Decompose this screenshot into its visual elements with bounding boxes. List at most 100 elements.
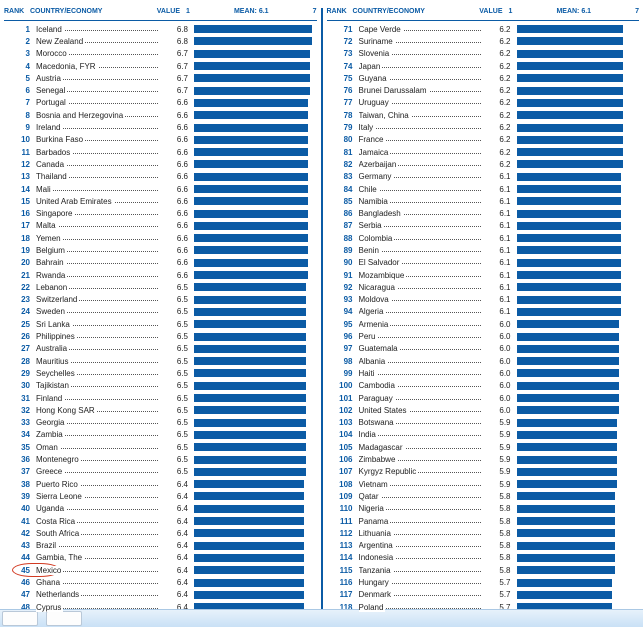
bar-fill <box>517 222 621 230</box>
taskbar-item[interactable] <box>46 611 82 626</box>
cell-bar <box>194 579 317 587</box>
bar-fill <box>517 173 621 181</box>
cell-rank: 112 <box>327 529 359 538</box>
bar-fill <box>194 173 308 181</box>
cell-rank: 87 <box>327 221 359 230</box>
cell-country: Vietnam <box>359 480 481 489</box>
table-row: 17Malta6.6 <box>4 220 317 232</box>
table-row: 82Azerbaijan6.2 <box>327 158 640 170</box>
cell-country: United States <box>359 406 481 415</box>
cell-value: 6.1 <box>481 221 517 230</box>
bar-fill <box>517 345 619 353</box>
axis-max: 7 <box>313 8 317 15</box>
cell-bar <box>517 554 640 562</box>
cell-value: 5.9 <box>481 443 517 452</box>
bar-fill <box>194 357 306 365</box>
cell-value: 6.4 <box>158 492 194 501</box>
cell-country: Moldova <box>359 295 481 304</box>
column-header: RANK COUNTRY/ECONOMY VALUE 1 MEAN: 6.1 7 <box>4 4 317 21</box>
cell-rank: 103 <box>327 418 359 427</box>
table-row: 111Panama5.8 <box>327 515 640 527</box>
cell-country: Mexico <box>36 566 158 575</box>
bar-fill <box>194 468 306 476</box>
cell-country: Thailand <box>36 172 158 181</box>
bar-fill <box>517 554 615 562</box>
cell-value: 6.0 <box>481 394 517 403</box>
table-row: 14Mali6.6 <box>4 183 317 195</box>
bar-fill <box>194 271 308 279</box>
cell-bar <box>194 124 317 132</box>
cell-country: El Salvador <box>359 258 481 267</box>
cell-bar <box>517 296 640 304</box>
table-row: 27Australia6.5 <box>4 343 317 355</box>
table-row: 44Gambia, The6.4 <box>4 552 317 564</box>
bar-fill <box>194 456 306 464</box>
table-row: 85Namibia6.1 <box>327 195 640 207</box>
cell-value: 6.6 <box>158 111 194 120</box>
cell-country: Cape Verde <box>359 25 481 34</box>
cell-value: 6.6 <box>158 185 194 194</box>
cell-country: Costa Rica <box>36 517 158 526</box>
cell-country: Iceland <box>36 25 158 34</box>
cell-country: Sri Lanka <box>36 320 158 329</box>
bar-fill <box>194 505 304 513</box>
cell-bar <box>517 394 640 402</box>
cell-bar <box>517 320 640 328</box>
cell-country: Algeria <box>359 307 481 316</box>
taskbar-item[interactable] <box>2 611 38 626</box>
cell-bar <box>194 50 317 58</box>
cell-bar <box>194 456 317 464</box>
cell-rank: 45 <box>4 566 36 575</box>
cell-value: 5.7 <box>481 590 517 599</box>
table-row: 38Puerto Rico6.4 <box>4 478 317 490</box>
cell-bar <box>194 99 317 107</box>
cell-rank: 9 <box>4 123 36 132</box>
cell-value: 6.0 <box>481 357 517 366</box>
table-row: 26Philippines6.5 <box>4 330 317 342</box>
cell-value: 6.4 <box>158 541 194 550</box>
cell-country: Senegal <box>36 86 158 95</box>
cell-value: 5.8 <box>481 541 517 550</box>
cell-value: 6.6 <box>158 209 194 218</box>
cell-rank: 77 <box>327 98 359 107</box>
cell-country: Montenegro <box>36 455 158 464</box>
cell-rank: 94 <box>327 307 359 316</box>
cell-rank: 89 <box>327 246 359 255</box>
cell-bar <box>517 382 640 390</box>
cell-bar <box>517 333 640 341</box>
table-row: 12Canada6.6 <box>4 158 317 170</box>
bar-fill <box>194 431 306 439</box>
cell-country: Slovenia <box>359 49 481 58</box>
cell-country: Sierra Leone <box>36 492 158 501</box>
cell-bar <box>194 62 317 70</box>
cell-bar <box>194 259 317 267</box>
cell-bar <box>194 283 317 291</box>
table-row: 99Haiti6.0 <box>327 367 640 379</box>
bar-fill <box>194 579 304 587</box>
cell-value: 5.9 <box>481 480 517 489</box>
cell-bar <box>194 148 317 156</box>
table-row: 84Chile6.1 <box>327 183 640 195</box>
table-row: 87Serbia6.1 <box>327 220 640 232</box>
table-row: 96Peru6.0 <box>327 330 640 342</box>
cell-country: Guatemala <box>359 344 481 353</box>
cell-country: Lebanon <box>36 283 158 292</box>
cell-country: Nigeria <box>359 504 481 513</box>
cell-rank: 13 <box>4 172 36 181</box>
cell-country: Jamaica <box>359 148 481 157</box>
cell-country: Taiwan, China <box>359 111 481 120</box>
table-row: 101Paraguay6.0 <box>327 392 640 404</box>
bar-fill <box>517 566 615 574</box>
bar-fill <box>194 591 304 599</box>
cell-bar <box>194 369 317 377</box>
cell-country: Bangladesh <box>359 209 481 218</box>
table-row: 93Moldova6.1 <box>327 294 640 306</box>
header-value: VALUE <box>473 8 509 15</box>
bar-fill <box>517 333 619 341</box>
header-rank: RANK <box>327 8 353 15</box>
table-row: 117Denmark5.7 <box>327 589 640 601</box>
cell-value: 5.7 <box>481 578 517 587</box>
bar-fill <box>517 50 623 58</box>
bar-fill <box>194 210 308 218</box>
cell-country: Brazil <box>36 541 158 550</box>
